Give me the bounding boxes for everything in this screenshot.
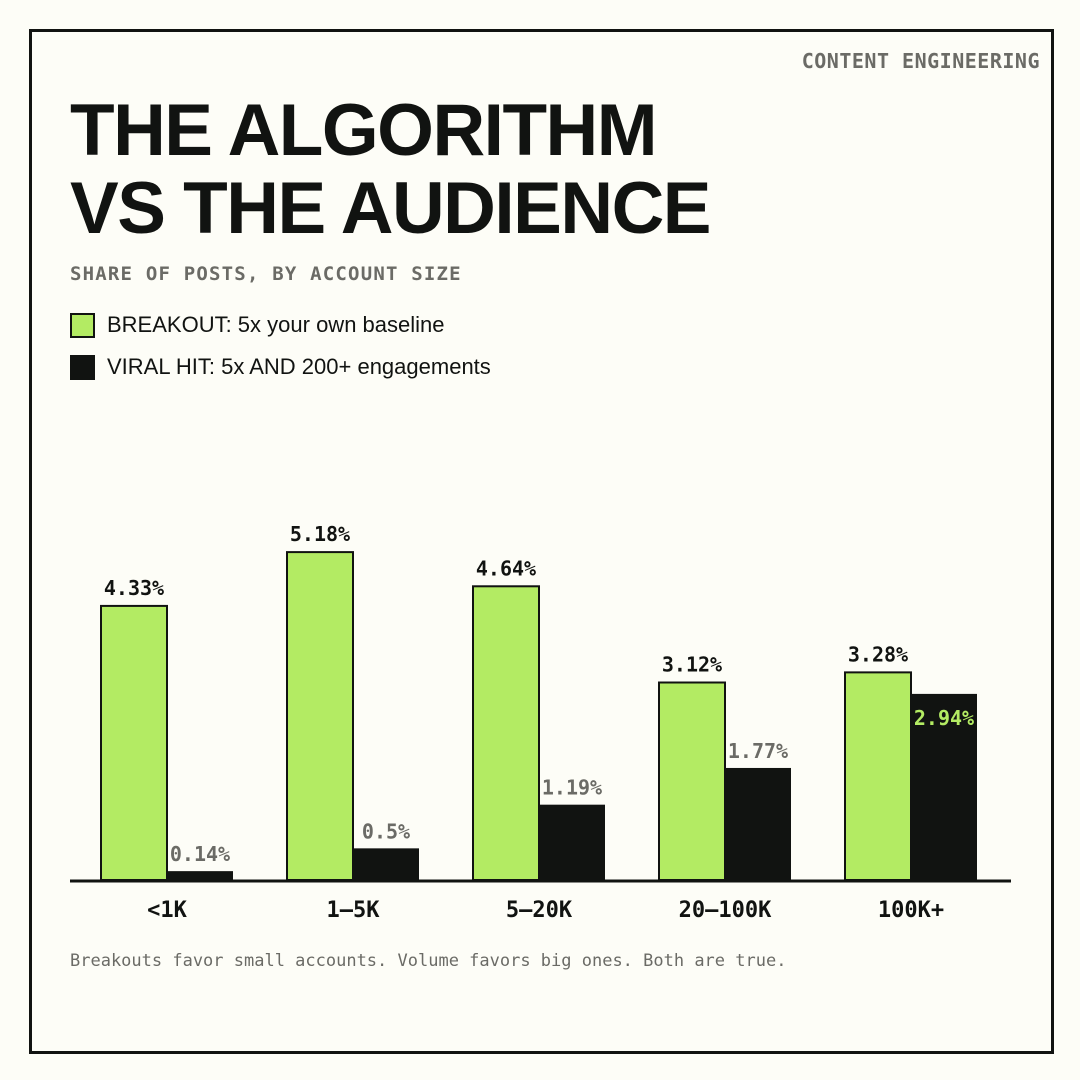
- breakout-value-label: 3.12%: [662, 653, 722, 677]
- viral-bar: [353, 848, 419, 880]
- viral-value-label: 0.14%: [170, 842, 230, 866]
- category-tick-label: 100K+: [878, 898, 944, 923]
- category-tick-label: 5–20K: [506, 898, 573, 923]
- viral-value-label: 2.94%: [914, 706, 974, 730]
- chart-title: THE ALGORITHM VS THE AUDIENCE: [70, 92, 770, 248]
- legend-item-breakout: BREAKOUT: 5x your own baseline: [70, 310, 491, 340]
- breakout-bar: [286, 551, 354, 882]
- viral-bar: [167, 871, 233, 880]
- viral-bar: [725, 767, 791, 880]
- legend-item-viral: VIRAL HIT: 5x AND 200+ engagements: [70, 352, 491, 382]
- legend-label-viral: VIRAL HIT: 5x AND 200+ engagements: [107, 354, 491, 379]
- breakout-bar: [100, 604, 168, 881]
- legend-swatch-breakout: [70, 312, 95, 338]
- viral-bar: [911, 693, 977, 880]
- category-tick-label: 1–5K: [327, 898, 381, 923]
- category-tick-label: <1K: [147, 898, 187, 923]
- title-line-2: VS THE AUDIENCE: [70, 168, 712, 249]
- breakout-value-label: 3.28%: [848, 642, 908, 666]
- breakout-bar: [658, 681, 726, 882]
- title-line-1: THE ALGORITHM: [70, 90, 658, 171]
- breakout-bar: [844, 671, 912, 881]
- poster-frame: [29, 29, 1054, 1054]
- legend-label-breakout: BREAKOUT: 5x your own baseline: [107, 312, 445, 337]
- breakout-value-label: 5.18%: [290, 522, 350, 546]
- kicker-label: CONTENT ENGINEERING: [801, 49, 1040, 73]
- legend: BREAKOUT: 5x your own baseline VIRAL HIT…: [70, 310, 491, 394]
- viral-value-label: 1.19%: [542, 776, 602, 800]
- viral-value-label: 0.5%: [362, 819, 410, 843]
- breakout-value-label: 4.64%: [476, 556, 536, 580]
- viral-bar: [539, 804, 605, 880]
- category-tick-label: 20–100K: [679, 898, 772, 923]
- breakout-bar: [472, 585, 540, 882]
- footer-note: Breakouts favor small accounts. Volume f…: [70, 951, 787, 971]
- viral-value-label: 1.77%: [728, 739, 788, 763]
- legend-swatch-viral: [70, 354, 95, 380]
- breakout-value-label: 4.33%: [104, 576, 164, 600]
- chart-subtitle: SHARE OF POSTS, BY ACCOUNT SIZE: [70, 263, 462, 285]
